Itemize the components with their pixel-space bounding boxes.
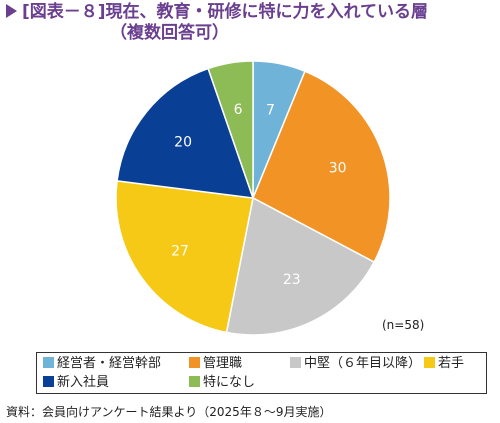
title-triangle-icon (6, 4, 17, 18)
legend-swatch-3 (290, 357, 301, 368)
legend-label-5: 新入社員 (57, 375, 110, 390)
source-note: 資料：会員向けアンケート結果より（2025年８～9月実施） (6, 405, 332, 419)
legend-item-6: 特になし (189, 374, 255, 391)
legend-label-3: 中堅（６年目以降） (304, 356, 422, 371)
legend-label-4: 若手 (438, 356, 465, 371)
pie-slice-6 (207, 60, 254, 199)
pie-slice-3 (225, 196, 376, 336)
chart-title: [図表－８]現在、教育・研修に特に力を入れている層 （複数回答可） (6, 2, 496, 44)
legend-label-6: 特になし (203, 375, 256, 390)
legend-swatch-4 (424, 357, 435, 368)
legend-item-1: 経営者・経営幹部 (43, 355, 161, 372)
legend-label-1: 経営者・経営幹部 (57, 356, 162, 371)
slice-value-label-4: 27 (171, 244, 189, 260)
legend-label-2: 管理職 (203, 356, 243, 371)
pie-slice-4 (115, 180, 254, 334)
legend-swatch-6 (189, 376, 200, 387)
legend-item-3: 中堅（６年目以降） (290, 355, 421, 372)
pie-chart: 7 30 23 27 20 6 (115, 60, 391, 336)
pie-slice-2 (252, 70, 391, 264)
chart-subtitle: （複数回答可） (110, 23, 229, 43)
slice-value-label-1: 7 (266, 103, 275, 119)
slice-value-label-2: 30 (329, 160, 347, 176)
legend-swatch-5 (43, 376, 54, 387)
slice-value-label-6: 6 (234, 102, 243, 118)
slice-value-label-3: 23 (283, 272, 301, 288)
legend-item-4: 若手 (424, 355, 464, 372)
sample-size-label: (n=58) (382, 318, 425, 332)
legend-item-5: 新入社員 (43, 374, 109, 391)
legend: 経営者・経営幹部 管理職 中堅（６年目以降） 若手新入社員 特になし (36, 352, 487, 394)
legend-item-2: 管理職 (189, 355, 242, 372)
slice-value-label-5: 20 (174, 134, 192, 150)
legend-swatch-1 (43, 357, 54, 368)
chart-title-text: [図表－８]現在、教育・研修に特に力を入れている層 (22, 2, 429, 22)
legend-swatch-2 (189, 357, 200, 368)
